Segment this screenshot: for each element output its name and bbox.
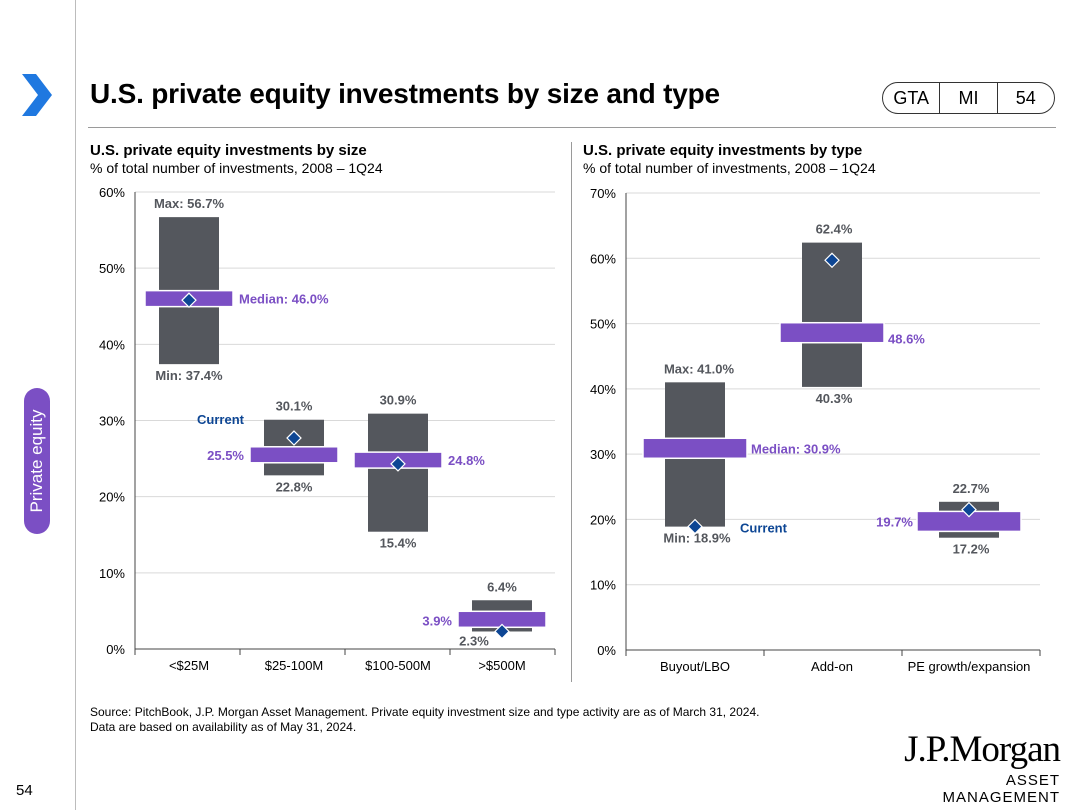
chart2-x-tick-label: PE growth/expansion bbox=[908, 659, 1031, 674]
chart1-y-tick-label: 20% bbox=[99, 490, 125, 505]
logo-subtitle: ASSET MANAGEMENT bbox=[942, 772, 1060, 806]
chart1-max-label: Max: 56.7% bbox=[154, 196, 225, 211]
chart1-y-tick-label: 10% bbox=[99, 566, 125, 581]
chart2-min-label: 40.3% bbox=[816, 391, 853, 406]
chart2-min-label: Min: 18.9% bbox=[663, 531, 731, 546]
chevron-right-icon bbox=[22, 74, 52, 116]
chart1-current-marker bbox=[390, 456, 406, 472]
page-title: U.S. private equity investments by size … bbox=[90, 78, 720, 109]
chart1-y-tick-label: 60% bbox=[99, 185, 125, 200]
tag-gta[interactable]: GTA bbox=[893, 87, 929, 108]
chart1-max-label: 6.4% bbox=[487, 579, 517, 594]
source-line-1: Source: PitchBook, J.P. Morgan Asset Man… bbox=[90, 705, 760, 719]
chart2-y-tick-label: 20% bbox=[590, 512, 616, 527]
chart2-median-label: Median: 30.9% bbox=[751, 441, 841, 456]
jpmorgan-logo: J.P.Morgan ASSET MANAGEMENT bbox=[900, 729, 1061, 807]
chart2-max-label: 22.7% bbox=[953, 481, 990, 496]
chart1-min-label: 15.4% bbox=[380, 536, 417, 551]
chart2-y-tick-label: 10% bbox=[590, 578, 616, 593]
chart1-min-label: Min: 37.4% bbox=[155, 368, 223, 383]
chart1-median-label: 24.8% bbox=[448, 453, 485, 468]
chart1-subtitle: % of total number of investments, 2008 –… bbox=[90, 160, 383, 176]
chart2-title: U.S. private equity investments by type bbox=[583, 142, 863, 159]
section-tab[interactable]: Private equity bbox=[24, 388, 50, 534]
chart2-median-label: 48.6% bbox=[888, 332, 925, 347]
chart2-y-tick-label: 70% bbox=[590, 186, 616, 201]
chart1-median-label: Median: 46.0% bbox=[239, 292, 329, 307]
chart2-median-band bbox=[779, 321, 885, 344]
chart2-subtitle: % of total number of investments, 2008 –… bbox=[583, 160, 876, 176]
chart2-y-tick-label: 40% bbox=[590, 382, 616, 397]
chart2-x-tick-label: Add-on bbox=[811, 659, 853, 674]
chart1-x-tick-label: $25-100M bbox=[265, 658, 324, 673]
chart1-current-marker bbox=[286, 430, 302, 446]
chart2-current-marker bbox=[687, 518, 703, 535]
chart1-current-marker bbox=[181, 292, 197, 309]
source-line-2: Data are based on availability as of May… bbox=[90, 720, 357, 734]
chart1-median-label: 3.9% bbox=[422, 613, 452, 628]
chart2-y-tick-label: 0% bbox=[597, 643, 616, 658]
tag-mi[interactable]: MI bbox=[939, 83, 996, 113]
left-rule bbox=[75, 0, 76, 810]
chart2-current-label: Current bbox=[740, 521, 788, 536]
chart2-min-label: 17.2% bbox=[953, 542, 990, 557]
chart2-current-marker bbox=[961, 501, 977, 518]
chart2-y-tick-label: 50% bbox=[590, 317, 616, 332]
page-number: 54 bbox=[16, 782, 33, 799]
chart2-max-label: 62.4% bbox=[816, 222, 853, 237]
chart2-median-label: 19.7% bbox=[876, 514, 913, 529]
chart1-median-label: 25.5% bbox=[207, 448, 244, 463]
title-rule bbox=[88, 127, 1056, 128]
source-note: Source: PitchBook, J.P. Morgan Asset Man… bbox=[90, 705, 759, 735]
chart1-y-tick-label: 50% bbox=[99, 261, 125, 276]
chart-divider bbox=[571, 142, 572, 682]
chart2-x-tick-label: Buyout/LBO bbox=[660, 659, 730, 674]
chart1-median-band bbox=[249, 446, 339, 464]
chart1-range-bar bbox=[368, 413, 428, 532]
chart1-title: U.S. private equity investments by size bbox=[90, 142, 367, 159]
chart1-min-label: 2.3% bbox=[459, 633, 489, 648]
chart1-current-marker bbox=[494, 623, 510, 640]
chart1-min-label: 22.8% bbox=[276, 479, 313, 494]
chart1-y-tick-label: 40% bbox=[99, 337, 125, 352]
chart2-y-tick-label: 60% bbox=[590, 251, 616, 266]
logo-wordmark: J.P.Morgan bbox=[904, 729, 1061, 770]
chart2-current-marker bbox=[824, 252, 840, 269]
chart2-y-tick-label: 30% bbox=[590, 447, 616, 462]
chart2-max-label: Max: 41.0% bbox=[664, 361, 735, 376]
chart1-x-tick-label: $100-500M bbox=[365, 658, 431, 673]
chart1-x-tick-label: <$25M bbox=[169, 658, 209, 673]
chart2-median-band bbox=[642, 437, 748, 460]
chart1-x-tick-label: >$500M bbox=[478, 658, 525, 673]
chart1-y-tick-label: 0% bbox=[106, 642, 125, 657]
chart1-max-label: 30.9% bbox=[380, 393, 417, 408]
tag-pill: GTA MI 54 bbox=[882, 82, 1055, 114]
chart1-current-label: Current bbox=[197, 412, 245, 427]
chart1-max-label: 30.1% bbox=[276, 399, 313, 414]
chart1-y-tick-label: 30% bbox=[99, 414, 125, 429]
tag-page[interactable]: 54 bbox=[996, 83, 1054, 113]
